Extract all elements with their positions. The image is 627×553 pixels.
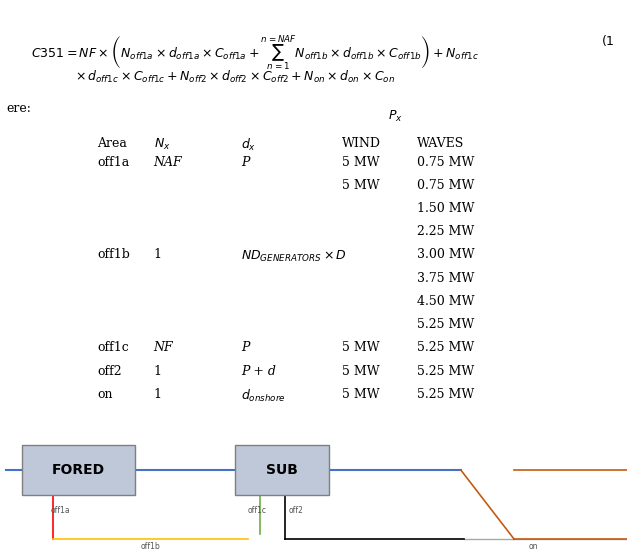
Text: off1c: off1c	[97, 341, 129, 354]
Text: 1: 1	[154, 364, 162, 378]
Text: off2: off2	[97, 364, 122, 378]
Text: 0.75 MW: 0.75 MW	[417, 179, 475, 192]
Text: off1b: off1b	[140, 542, 161, 551]
Text: 5 MW: 5 MW	[342, 155, 379, 169]
Text: $N_x$: $N_x$	[154, 137, 170, 152]
Text: 5 MW: 5 MW	[342, 341, 379, 354]
Text: $ND_{GENERATORS} \times D$: $ND_{GENERATORS} \times D$	[241, 248, 347, 264]
Text: off1a: off1a	[50, 506, 70, 515]
Text: $C351 = NF \times \left( N_{off1a} \times d_{off1a} \times C_{off1a} + \sum_{n=1: $C351 = NF \times \left( N_{off1a} \time…	[31, 33, 479, 73]
Text: FORED: FORED	[52, 463, 105, 477]
Text: NF: NF	[154, 341, 173, 354]
Text: $P_x$: $P_x$	[387, 109, 403, 124]
Text: ere:: ere:	[6, 102, 31, 116]
Text: WIND: WIND	[342, 137, 381, 150]
Text: 5.25 MW: 5.25 MW	[417, 341, 474, 354]
Text: 3.00 MW: 3.00 MW	[417, 248, 475, 262]
Text: NAF: NAF	[154, 155, 182, 169]
Text: Area: Area	[97, 137, 127, 150]
Text: P: P	[241, 155, 250, 169]
Text: off1c: off1c	[248, 506, 266, 515]
FancyBboxPatch shape	[235, 445, 329, 495]
Text: on: on	[528, 542, 538, 551]
Text: $(1$: $(1$	[601, 33, 614, 48]
Text: 1.50 MW: 1.50 MW	[417, 202, 475, 215]
Text: 4.50 MW: 4.50 MW	[417, 295, 475, 308]
Text: 5.25 MW: 5.25 MW	[417, 318, 474, 331]
Text: off1a: off1a	[97, 155, 129, 169]
Text: $d_{onshore}$: $d_{onshore}$	[241, 388, 287, 404]
Text: 3.75 MW: 3.75 MW	[417, 272, 475, 285]
Text: P + d: P + d	[241, 364, 277, 378]
Text: P: P	[241, 341, 250, 354]
Text: 5 MW: 5 MW	[342, 179, 379, 192]
Text: 5.25 MW: 5.25 MW	[417, 388, 474, 401]
Text: $d_x$: $d_x$	[241, 137, 256, 153]
Text: 2.25 MW: 2.25 MW	[417, 225, 474, 238]
Text: 5.25 MW: 5.25 MW	[417, 364, 474, 378]
Text: on: on	[97, 388, 113, 401]
Text: 1: 1	[154, 388, 162, 401]
Text: SUB: SUB	[266, 463, 298, 477]
Text: 5 MW: 5 MW	[342, 388, 379, 401]
FancyBboxPatch shape	[22, 445, 135, 495]
Text: $\times\, d_{off1c} \times C_{off1c} + N_{off2} \times d_{off2} \times C_{off2} : $\times\, d_{off1c} \times C_{off1c} + N…	[75, 69, 396, 85]
Text: off2: off2	[288, 506, 303, 515]
Text: off1b: off1b	[97, 248, 130, 262]
Text: 1: 1	[154, 248, 162, 262]
Text: 0.75 MW: 0.75 MW	[417, 155, 475, 169]
Text: 5 MW: 5 MW	[342, 364, 379, 378]
Text: WAVES: WAVES	[417, 137, 464, 150]
